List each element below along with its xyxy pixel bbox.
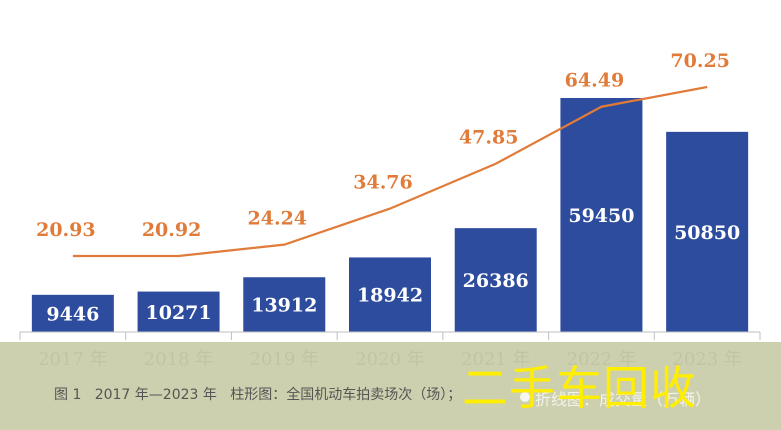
bar-value-label: 13912 bbox=[251, 295, 317, 317]
line-value-label: 70.25 bbox=[670, 50, 730, 72]
bar bbox=[454, 228, 537, 332]
bar bbox=[137, 291, 220, 332]
bar-value-label: 50850 bbox=[674, 222, 740, 244]
figure-caption: 图 1 2017 年—2023 年 柱形图：全国机动车拍卖场次（场）； bbox=[54, 387, 462, 403]
caption-band bbox=[0, 342, 781, 430]
line-value-label: 20.92 bbox=[142, 219, 202, 241]
bar-value-label: 26386 bbox=[463, 270, 529, 292]
watermark-large-text: 二手车回收 bbox=[462, 361, 697, 415]
bar-value-label: 59450 bbox=[568, 205, 634, 227]
bar bbox=[243, 277, 326, 332]
bar bbox=[31, 294, 114, 332]
line-value-label: 47.85 bbox=[459, 127, 519, 149]
line-value-label: 20.93 bbox=[36, 219, 96, 241]
bar bbox=[560, 98, 643, 332]
bar-value-label: 10271 bbox=[146, 302, 212, 324]
bar bbox=[666, 131, 749, 332]
bar-value-label: 9446 bbox=[46, 303, 99, 325]
line-value-label: 24.24 bbox=[248, 208, 308, 230]
watermark-dot bbox=[520, 392, 530, 402]
watermark-small-text: 折线图：成交量（万辆） bbox=[535, 390, 712, 409]
line-series bbox=[72, 85, 708, 258]
bar bbox=[349, 257, 431, 332]
line-value-label: 34.76 bbox=[353, 172, 413, 194]
bar-value-label: 18942 bbox=[357, 285, 423, 307]
line-value-label: 64.49 bbox=[565, 70, 625, 92]
